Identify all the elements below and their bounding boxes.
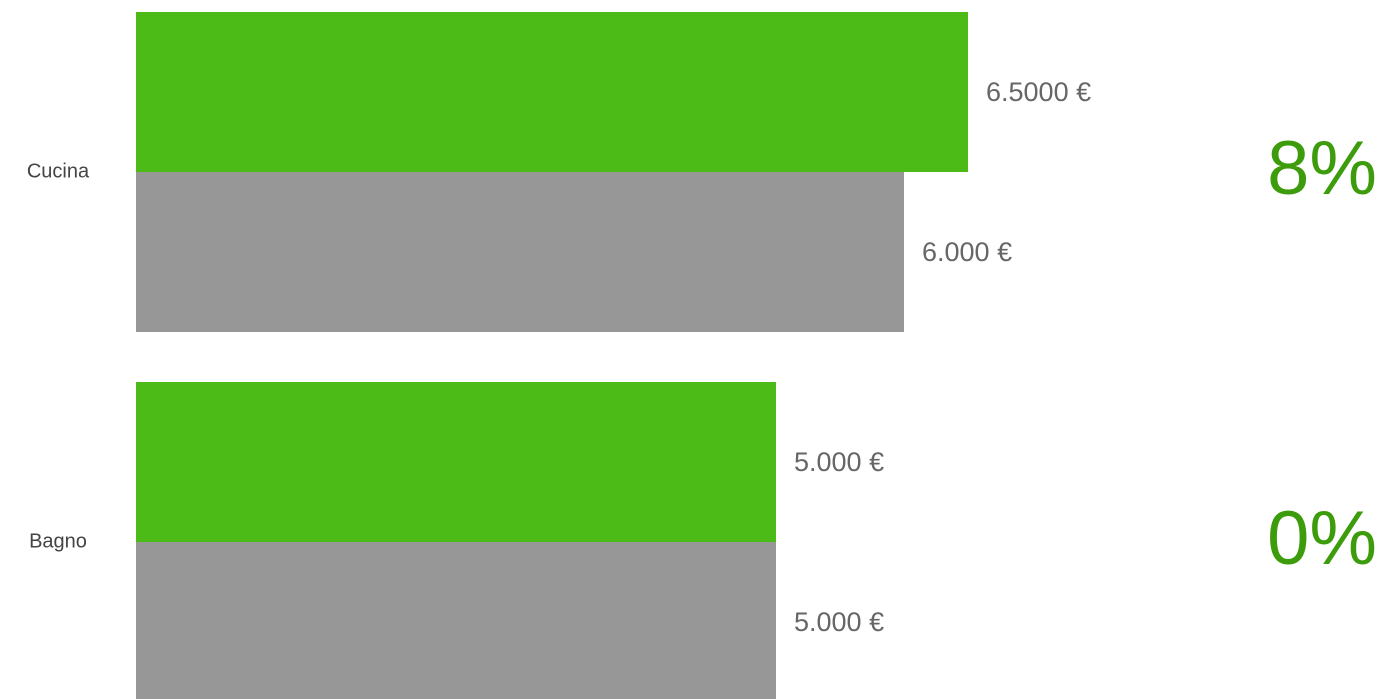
bar [136, 172, 904, 332]
value-label: 6.5000 € [986, 77, 1091, 107]
category-label: Cucina [27, 160, 90, 182]
bar [136, 12, 968, 172]
value-label: 5.000 € [794, 607, 884, 637]
value-label: 5.000 € [794, 447, 884, 477]
category-label: Bagno [29, 530, 87, 552]
bar [136, 542, 776, 699]
change-label: 0% [1267, 496, 1377, 581]
value-label: 6.000 € [922, 237, 1012, 267]
bar [136, 382, 776, 542]
change-label: 8% [1267, 126, 1377, 211]
